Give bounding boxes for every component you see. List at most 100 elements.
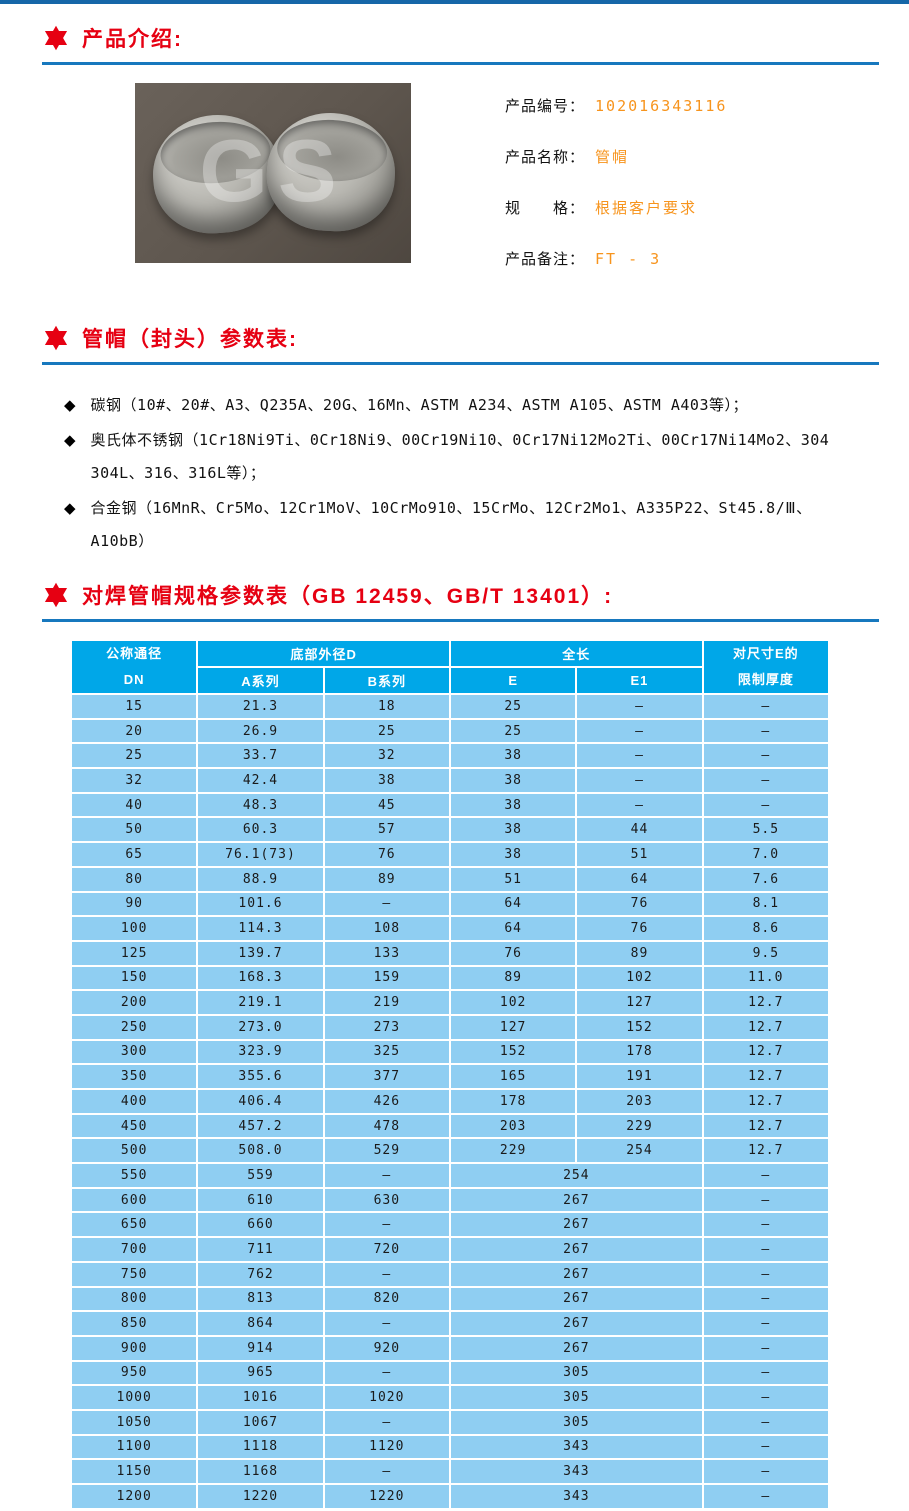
table-cell: 720 <box>322 1236 451 1263</box>
table-cell: 20 <box>69 717 199 745</box>
table-cell: 80 <box>69 865 199 893</box>
table-cell: – <box>701 1236 831 1263</box>
list-item: ◆ 碳钢（10#、20#、A3、Q235A、20G、16Mn、ASTM A234、… <box>64 389 849 422</box>
product-info-list: 产品编号： 102016343116 产品名称： 管帽规 格： 根据客户要求 产品备注： F… <box>505 83 727 299</box>
table-cell: – <box>322 1211 451 1239</box>
section-intro-header: 产品介绍: <box>42 23 909 53</box>
table-cell: 273.0 <box>196 1013 325 1041</box>
product-field-value: FT - 3 <box>595 250 662 268</box>
table-cell: 219 <box>322 989 451 1016</box>
table-cell: 114.3 <box>196 915 325 942</box>
table-cell: 1200 <box>69 1483 199 1510</box>
table-cell: 178 <box>575 1038 704 1066</box>
section-spec-title: 对焊管帽规格参数表（GB 12459、GB/T 13401）: <box>82 585 614 608</box>
table-cell: – <box>701 1334 831 1362</box>
table-row: 25 33.7 32 38– – <box>69 742 831 770</box>
table-cell: 850 <box>69 1310 199 1337</box>
table-cell: – <box>701 742 831 770</box>
table-cell: 1150 <box>69 1458 199 1485</box>
table-cell: 660 <box>196 1211 325 1239</box>
header-limit-line1: 对尺寸E的 <box>732 646 799 661</box>
product-field-label: 规 格： <box>505 200 586 217</box>
table-cell: 101.6 <box>196 890 325 918</box>
header-dn-line2: DN <box>123 672 145 687</box>
table-row: 800 813 820 267– <box>69 1285 831 1313</box>
table-cell: – <box>322 1458 451 1485</box>
table-cell: 457.2 <box>196 1112 325 1140</box>
table-row: 500 508.0 529 229 254 12.7 <box>69 1137 831 1165</box>
table-cell: 1220 <box>196 1483 325 1510</box>
table-cell: – <box>575 717 704 745</box>
table-cell: 920 <box>322 1334 451 1362</box>
table-row: 50 60.3 57 38 44 5.5 <box>69 816 831 844</box>
table-cell: 165 <box>448 1063 578 1090</box>
table-row: 100 114.3 108 64 76 8.6 <box>69 915 831 942</box>
table-cell: 108 <box>322 915 451 942</box>
table-row: 32 42.4 38 38– – <box>69 767 831 794</box>
table-cell: – <box>575 742 704 770</box>
header-cell-series-b: B系列 <box>322 666 451 695</box>
table-row: 15 21.3 18 25– – <box>69 693 831 720</box>
table-cell: 8.6 <box>701 915 831 942</box>
material-text: 碳钢（10#、20#、A3、Q235A、20G、16Mn、ASTM A234、A… <box>90 396 748 414</box>
table-cell: 76 <box>575 915 704 942</box>
page-top-border <box>0 0 909 4</box>
product-field-row: 规 格： 根据客户要求 <box>505 197 727 221</box>
table-cell: 26.9 <box>196 717 325 745</box>
product-field-value: 根据客户要求 <box>595 199 698 217</box>
table-row: 250 273.0 273 127 152 12.7 <box>69 1013 831 1041</box>
table-cell: – <box>322 890 451 918</box>
table-row: 125 139.7 133 76 89 9.5 <box>69 939 831 967</box>
table-cell: 813 <box>196 1285 325 1313</box>
table-cell: – <box>701 693 831 720</box>
table-row: 300 323.9 325 152 178 12.7 <box>69 1038 831 1066</box>
table-cell: 267 <box>448 1186 704 1214</box>
section-params-header: 管帽（封头）参数表: <box>42 323 909 353</box>
header-cell-length: 全长 <box>448 639 704 668</box>
table-cell: – <box>701 1384 831 1411</box>
material-text: 奥氏体不锈钢（1Cr18Ni9Ti、0Cr18Ni9、00Cr19Ni10、0C… <box>90 431 830 482</box>
table-cell: 51 <box>448 865 578 893</box>
table-cell: 150 <box>69 964 199 992</box>
table-cell: 60.3 <box>196 816 325 844</box>
table-cell: 219.1 <box>196 989 325 1016</box>
table-cell: 18 <box>322 693 451 720</box>
table-cell: 350 <box>69 1063 199 1090</box>
list-item: ◆ 奥氏体不锈钢（1Cr18Ni9Ti、0Cr18Ni9、00Cr19Ni10、0… <box>64 424 849 490</box>
table-cell: 21.3 <box>196 693 325 720</box>
table-cell: 400 <box>69 1088 199 1115</box>
table-cell: 267 <box>448 1334 704 1362</box>
star-icon <box>44 325 68 351</box>
table-cell: 12.7 <box>701 1013 831 1041</box>
table-cell: 51 <box>575 841 704 868</box>
table-cell: 1016 <box>196 1384 325 1411</box>
table-cell: 5.5 <box>701 816 831 844</box>
table-row: 90 101.6–64 76 8.1 <box>69 890 831 918</box>
table-cell: 25 <box>448 693 578 720</box>
table-cell: 102 <box>448 989 578 1016</box>
product-image: GS <box>135 83 411 263</box>
table-cell: 12.7 <box>701 1112 831 1140</box>
header-cell-e: E <box>448 666 578 695</box>
table-cell: – <box>322 1359 451 1387</box>
table-cell: 7.0 <box>701 841 831 868</box>
table-cell: 88.9 <box>196 865 325 893</box>
table-row: 450 457.2 478 203 229 12.7 <box>69 1112 831 1140</box>
table-cell: – <box>322 1408 451 1436</box>
table-cell: 229 <box>448 1137 578 1165</box>
table-cell: 650 <box>69 1211 199 1239</box>
table-row: 1100 1118 1120 343– <box>69 1433 831 1461</box>
table-cell: 305 <box>448 1359 704 1387</box>
table-cell: – <box>701 1408 831 1436</box>
materials-list: ◆ 碳钢（10#、20#、A3、Q235A、20G、16Mn、ASTM A234、… <box>64 389 849 558</box>
table-cell: 76.1(73) <box>196 841 325 868</box>
product-field-value: 102016343116 <box>595 97 728 115</box>
diamond-bullet-icon: ◆ <box>64 500 76 517</box>
section-intro-rule <box>42 62 879 65</box>
table-cell: 600 <box>69 1186 199 1214</box>
table-cell: 32 <box>322 742 451 770</box>
table-cell: 152 <box>575 1013 704 1041</box>
table-row: 80 88.9 89 51 64 7.6 <box>69 865 831 893</box>
header-cell-series-a: A系列 <box>196 666 325 695</box>
table-cell: 64 <box>448 915 578 942</box>
